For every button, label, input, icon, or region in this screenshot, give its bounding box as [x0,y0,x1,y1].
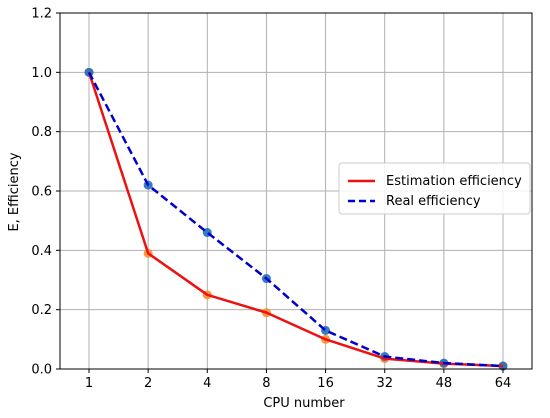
y-tick-label: 0.0 [31,363,52,378]
legend: Estimation efficiency Real efficiency [338,162,531,215]
axis-ticks: 1 2 4 8 16 32 48 640.00.20.40.60.81.01.2 [31,7,511,392]
y-tick-label: 1.0 [31,66,52,81]
y-tick-label: 0.6 [31,185,52,200]
y-tick-label: 0.2 [31,303,52,318]
series-line-real [87,71,504,368]
y-tick-label: 1.2 [31,7,52,22]
x-tick-label: 4 [203,376,211,391]
x-tick-label: 2 [144,376,152,391]
y-axis-label: E, Efficiency [7,152,22,231]
x-tick-label: 8 [262,376,270,391]
y-tick-label: 0.4 [31,244,52,259]
data-point-real [498,361,508,371]
legend-label-real: Real efficiency [386,194,481,209]
x-axis-label: CPU number [263,396,345,411]
x-tick-label: 64 [495,376,512,391]
legend-label-estimation: Estimation efficiency [386,174,522,189]
x-tick-label: 16 [317,376,334,391]
x-tick-label: 32 [376,376,393,391]
x-tick-label: 1 [85,376,93,391]
legend-box [338,162,531,215]
x-tick-label: 48 [436,376,453,391]
series-line-estimation [87,71,504,368]
plot-series [84,67,508,371]
y-tick-label: 0.8 [31,125,52,140]
